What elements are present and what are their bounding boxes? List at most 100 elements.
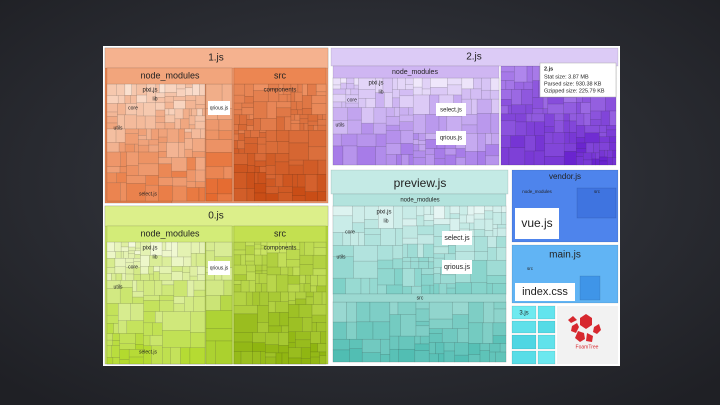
- module-tile[interactable]: [402, 205, 417, 220]
- module-tile[interactable]: [189, 347, 206, 365]
- module-tile[interactable]: [493, 301, 507, 310]
- module-tile[interactable]: [190, 332, 206, 348]
- module-tile[interactable]: [609, 136, 617, 143]
- module-tile[interactable]: [171, 170, 188, 178]
- module-tile[interactable]: [307, 114, 319, 122]
- module-tile[interactable]: [233, 133, 239, 141]
- module-tile[interactable]: [358, 89, 376, 99]
- module-tile[interactable]: [197, 266, 206, 275]
- module-tile[interactable]: [412, 144, 420, 152]
- module-tile[interactable]: [205, 340, 216, 365]
- module-tile[interactable]: [385, 143, 402, 155]
- module-tile[interactable]: [433, 283, 440, 295]
- module-tile[interactable]: [288, 142, 309, 161]
- module-tile[interactable]: [134, 254, 141, 259]
- module-tile[interactable]: [295, 339, 311, 348]
- module-tile[interactable]: [310, 343, 318, 353]
- module-tile[interactable]: [569, 120, 577, 133]
- module-tile[interactable]: [246, 125, 254, 131]
- module-tile[interactable]: [170, 347, 181, 365]
- module-tile[interactable]: [313, 241, 327, 248]
- module-tile[interactable]: [245, 260, 255, 266]
- module-tile[interactable]: [377, 284, 387, 295]
- module-tile[interactable]: [288, 304, 300, 318]
- module-tile[interactable]: [136, 94, 147, 104]
- module-tile[interactable]: [159, 272, 173, 281]
- module-tile[interactable]: [138, 128, 147, 136]
- module-tile[interactable]: [193, 280, 206, 291]
- module-tile[interactable]: [394, 268, 404, 286]
- module-tile[interactable]: [542, 108, 549, 115]
- module-tile[interactable]: [244, 129, 251, 138]
- module-tile[interactable]: [280, 266, 289, 276]
- module-tile[interactable]: [124, 133, 139, 145]
- module-tile[interactable]: [311, 314, 327, 323]
- module-tile[interactable]: [307, 125, 314, 131]
- module-tile[interactable]: [279, 312, 289, 327]
- module-tile[interactable]: [254, 153, 267, 162]
- module-tile[interactable]: [257, 305, 269, 323]
- module-tile[interactable]: [423, 220, 435, 227]
- module-tile[interactable]: [544, 126, 555, 133]
- module-tile[interactable]: [418, 144, 426, 152]
- module-tile[interactable]: [126, 165, 139, 176]
- module-tile[interactable]: [277, 141, 290, 154]
- module-tile[interactable]: [143, 280, 155, 296]
- module-tile[interactable]: [168, 108, 176, 116]
- group-box[interactable]: [537, 334, 556, 350]
- module-tile[interactable]: [484, 210, 494, 220]
- module-tile[interactable]: [274, 153, 290, 163]
- module-tile[interactable]: [254, 254, 263, 266]
- module-tile[interactable]: [302, 159, 319, 175]
- module-tile[interactable]: [452, 301, 469, 315]
- module-tile[interactable]: [148, 139, 159, 146]
- module-tile[interactable]: [297, 174, 306, 188]
- module-tile[interactable]: [171, 271, 183, 281]
- module-tile[interactable]: [159, 266, 173, 274]
- module-tile[interactable]: [398, 348, 416, 363]
- module-tile[interactable]: [438, 116, 448, 134]
- module-tile[interactable]: [117, 95, 126, 104]
- module-tile[interactable]: [364, 234, 381, 246]
- module-tile[interactable]: [380, 228, 396, 246]
- module-tile[interactable]: [143, 102, 156, 117]
- module-tile[interactable]: [434, 158, 446, 166]
- module-tile[interactable]: [186, 280, 195, 297]
- module-tile[interactable]: [275, 174, 284, 187]
- module-tile[interactable]: [576, 156, 584, 166]
- module-tile[interactable]: [500, 105, 509, 115]
- module-tile[interactable]: [106, 314, 119, 324]
- module-tile[interactable]: [233, 280, 242, 285]
- module-tile[interactable]: [332, 321, 347, 340]
- module-tile[interactable]: [290, 101, 297, 111]
- module-box[interactable]: [436, 131, 466, 145]
- module-tile[interactable]: [501, 205, 507, 213]
- module-tile[interactable]: [130, 95, 138, 104]
- module-tile[interactable]: [361, 338, 381, 353]
- module-tile[interactable]: [193, 289, 206, 297]
- module-tile[interactable]: [469, 222, 475, 231]
- module-tile[interactable]: [500, 65, 515, 73]
- module-tile[interactable]: [246, 119, 254, 126]
- module-tile[interactable]: [604, 149, 608, 158]
- module-tile[interactable]: [508, 147, 526, 166]
- module-tile[interactable]: [377, 245, 394, 261]
- module-tile[interactable]: [288, 291, 296, 301]
- module-tile[interactable]: [356, 321, 374, 340]
- module-tile[interactable]: [198, 187, 206, 202]
- module-tile[interactable]: [233, 305, 258, 315]
- module-tile[interactable]: [425, 148, 435, 155]
- module-tile[interactable]: [438, 283, 448, 295]
- module-tile[interactable]: [576, 125, 586, 138]
- module-tile[interactable]: [166, 128, 180, 143]
- module-tile[interactable]: [276, 107, 292, 118]
- module-tile[interactable]: [455, 157, 466, 166]
- module-tile[interactable]: [183, 256, 192, 267]
- module-tile[interactable]: [246, 172, 255, 189]
- module-tile[interactable]: [184, 296, 194, 312]
- module-tile[interactable]: [396, 154, 402, 166]
- module-tile[interactable]: [252, 342, 266, 352]
- module-tile[interactable]: [247, 165, 256, 173]
- module-tile[interactable]: [400, 314, 417, 337]
- module-tile[interactable]: [265, 178, 276, 187]
